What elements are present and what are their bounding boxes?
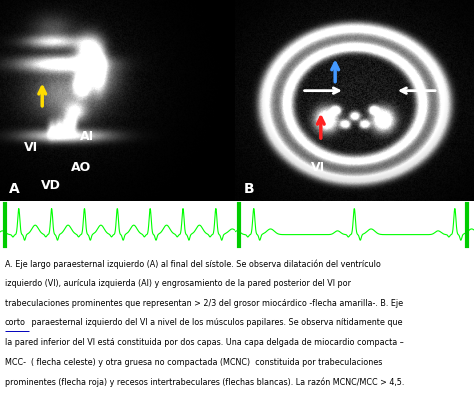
Text: izquierdo (VI), aurícula izquierda (AI) y engrosamiento de la pared posterior de: izquierdo (VI), aurícula izquierda (AI) … — [5, 279, 351, 288]
Text: A: A — [9, 182, 20, 196]
Text: VD: VD — [40, 179, 60, 192]
Text: VI: VI — [311, 161, 326, 174]
Text: A. Eje largo paraesternal izquierdo (A) al final del sístole. Se observa dilatac: A. Eje largo paraesternal izquierdo (A) … — [5, 259, 381, 269]
Text: AO: AO — [71, 161, 91, 174]
Text: paraesternal izquierdo del VI a nivel de los músculos papilares. Se observa níti: paraesternal izquierdo del VI a nivel de… — [29, 318, 402, 327]
Text: corto: corto — [5, 318, 26, 327]
Text: MCC-  ( flecha celeste) y otra gruesa no compactada (MCNC)  constituida por trab: MCC- ( flecha celeste) y otra gruesa no … — [5, 358, 382, 367]
Text: la pared inferior del VI está constituida por dos capas. Una capa delgada de mio: la pared inferior del VI está constituid… — [5, 338, 403, 347]
Text: trabeculaciones prominentes que representan > 2/3 del grosor miocárdico -flecha : trabeculaciones prominentes que represen… — [5, 299, 403, 308]
Text: AI: AI — [80, 130, 94, 143]
Text: VI: VI — [23, 141, 37, 154]
Text: B: B — [244, 182, 255, 196]
Text: prominentes (flecha roja) y recesos intertrabeculares (flechas blancas). La razó: prominentes (flecha roja) y recesos inte… — [5, 378, 404, 387]
